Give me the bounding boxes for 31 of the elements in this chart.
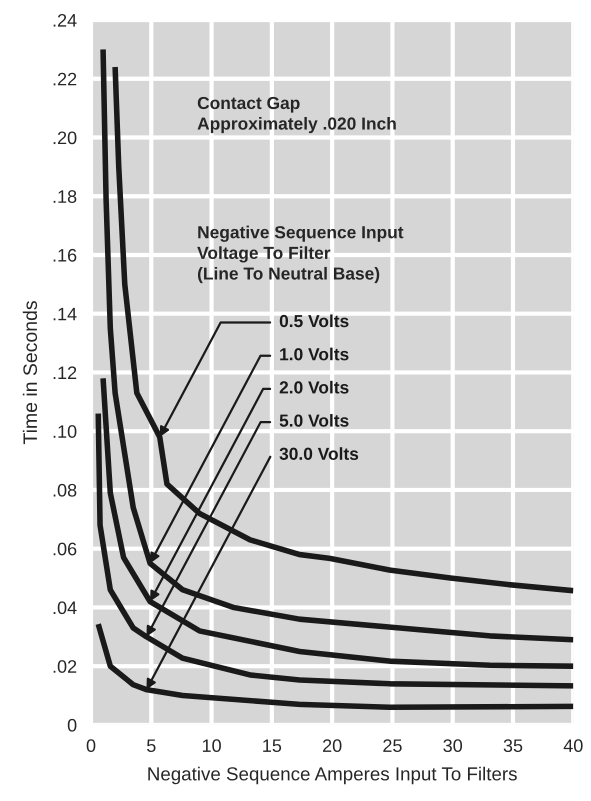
x-tick-label: 40	[564, 739, 583, 752]
y-axis-title: Time in Seconds	[22, 301, 38, 444]
x-tick-label: 25	[383, 739, 402, 752]
x-tick-label: 0	[86, 739, 96, 752]
y-tick-label: .24	[54, 14, 77, 27]
x-tick-label: 15	[263, 739, 282, 752]
x-axis-title: Negative Sequence Amperes Input To Filters	[148, 766, 517, 784]
annotation: 2.0 Volts	[280, 380, 349, 394]
x-tick-label: 35	[504, 739, 522, 752]
y-tick-label: .04	[54, 601, 77, 614]
x-tick-label: 10	[202, 739, 221, 752]
y-tick-label: .22	[54, 72, 76, 86]
y-tick-label: 0	[68, 718, 76, 732]
annotation: Contact Gap Approximately .020 Inch	[198, 96, 396, 134]
annotation: 5.0 Volts	[280, 414, 349, 427]
y-tick-label: .12	[54, 366, 76, 380]
y-tick-label: .10	[54, 425, 76, 438]
annotation: Negative Sequence Input Voltage To Filter (Line To Neutral Base)	[197, 226, 404, 284]
y-tick-label: .14	[54, 308, 77, 320]
x-tick-label: 20	[323, 739, 342, 752]
y-tick-label: .02	[54, 660, 76, 673]
annotation: 0.5 Volts	[280, 314, 349, 328]
y-tick-label: .16	[54, 248, 76, 262]
annotation: 1.0 Volts	[280, 348, 349, 360]
y-tick-label: .20	[54, 131, 76, 144]
y-tick-label: .06	[54, 542, 76, 556]
x-tick-label: 30	[443, 739, 462, 752]
y-tick-label: .08	[54, 484, 76, 497]
y-tick-label: .18	[54, 190, 76, 203]
annotation: 30.0 Volts	[279, 447, 358, 460]
x-tick-label: 5	[147, 739, 156, 752]
